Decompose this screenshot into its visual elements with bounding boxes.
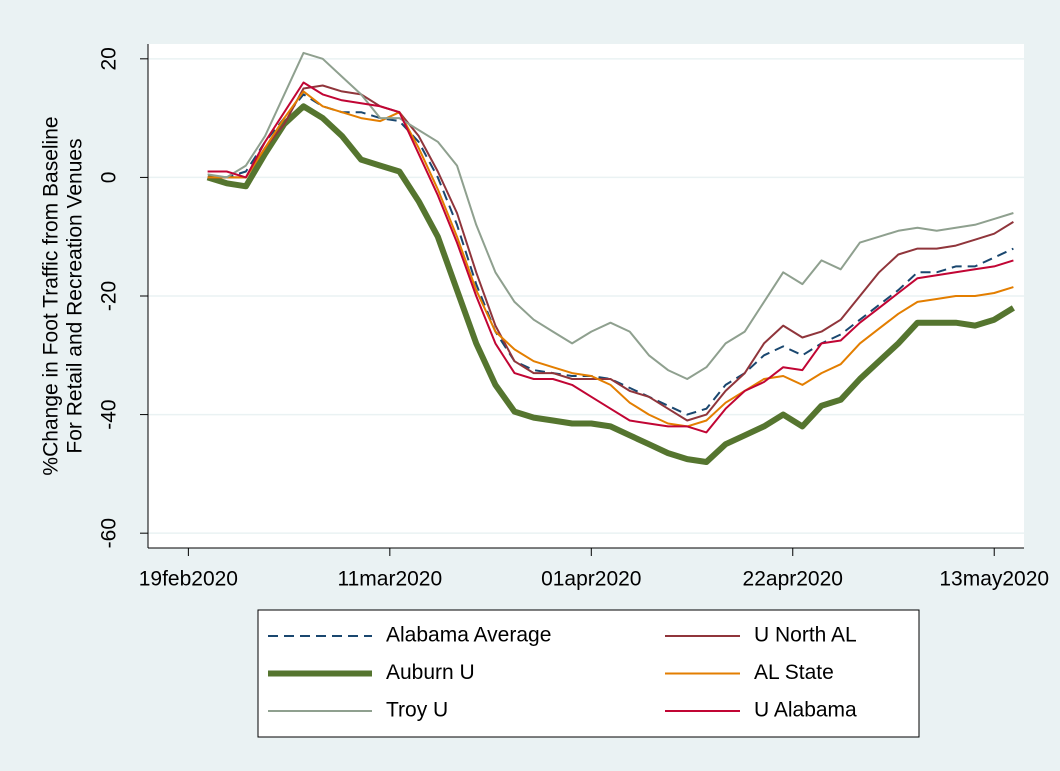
y-tick-label: 0 — [98, 172, 121, 184]
legend-label: Troy U — [386, 699, 448, 722]
x-tick-label: 22apr2020 — [743, 568, 843, 591]
x-tick-label: 19feb2020 — [139, 568, 238, 591]
x-tick-label: 01apr2020 — [541, 568, 641, 591]
series-line — [207, 51, 1014, 380]
y-axis-label: %Change in Foot Traffic from Baseline — [40, 116, 63, 475]
y-tick-label: 20 — [98, 47, 121, 70]
y-tick-label: -60 — [98, 518, 121, 548]
y-tick-label: -40 — [98, 399, 121, 429]
y-tick-label: -20 — [98, 281, 121, 311]
series-line — [206, 103, 1015, 465]
series-line — [207, 84, 1014, 422]
y-axis-label: For Retail and Recreation Venues — [64, 138, 87, 453]
legend-label: Alabama Average — [386, 624, 551, 647]
legend-label: AL State — [754, 661, 834, 684]
legend-label: U Alabama — [754, 699, 857, 722]
series-line — [207, 81, 1014, 434]
x-tick-label: 11mar2020 — [337, 568, 442, 591]
x-tick-label: 13may2020 — [939, 568, 1049, 591]
series-line — [207, 90, 1014, 428]
legend-label: U North AL — [754, 624, 857, 647]
legend-label: Auburn U — [386, 661, 475, 684]
